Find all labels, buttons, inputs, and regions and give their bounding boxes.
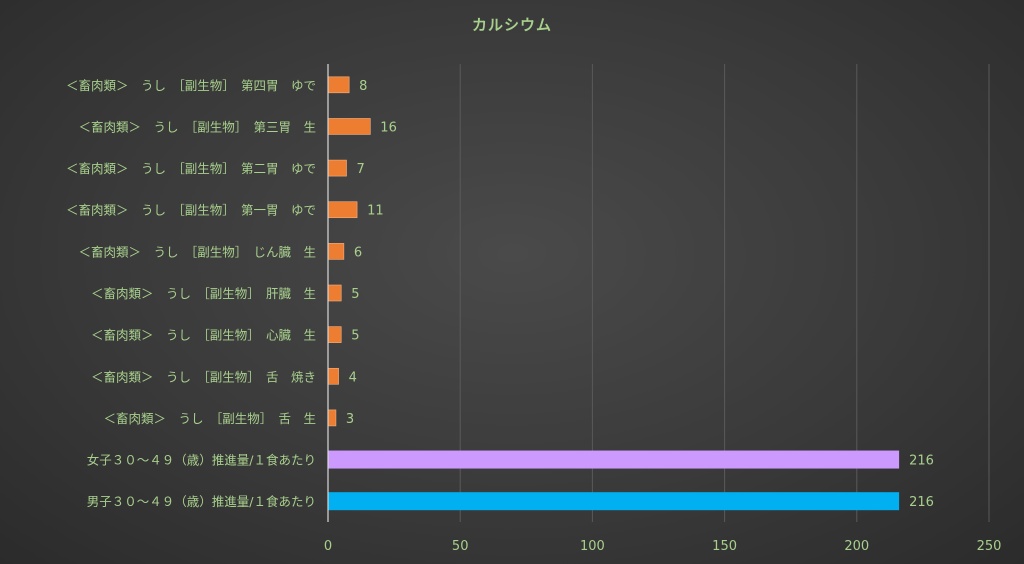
data-label: 6	[354, 245, 362, 260]
data-label: 7	[357, 162, 365, 177]
category-label: ＜畜肉類＞ うし ［副生物］ 心臓 生	[91, 328, 316, 343]
data-label: 5	[351, 329, 359, 344]
x-tick-label: 250	[977, 539, 1002, 554]
bar	[327, 118, 371, 135]
bar	[327, 284, 342, 302]
bar	[327, 409, 337, 427]
category-label: ＜畜肉類＞ うし ［副生物］ 第三胃 生	[78, 119, 316, 134]
data-label: 11	[367, 204, 384, 219]
category-label: ＜畜肉類＞ うし ［副生物］ 第二胃 ゆで	[66, 161, 316, 176]
chart-title: カルシウム	[471, 16, 552, 34]
category-label: ＜畜肉類＞ うし ［副生物］ 第一胃 ゆで	[66, 203, 316, 218]
category-label: 男子３０～４９（歳）推進量/１食あたり	[87, 494, 316, 509]
data-label: 3	[346, 412, 354, 427]
bar	[328, 450, 900, 469]
category-label: 女子３０～４９（歳）推進量/１食あたり	[87, 453, 316, 468]
category-label: ＜畜肉類＞ うし ［副生物］ 肝臓 生	[91, 286, 316, 301]
data-label: 4	[349, 370, 357, 385]
data-label: 216	[909, 454, 934, 469]
category-label: ＜畜肉類＞ うし ［副生物］ 第四胃 ゆで	[66, 78, 316, 93]
category-label: ＜畜肉類＞ うし ［副生物］ じん臓 生	[78, 244, 316, 259]
x-tick-label: 200	[844, 539, 869, 554]
data-label: 5	[351, 287, 359, 302]
bar	[327, 367, 339, 385]
category-label: ＜畜肉類＞ うし ［副生物］ 舌 焼き	[91, 369, 316, 384]
data-label: 16	[380, 120, 397, 135]
bar	[327, 201, 358, 219]
x-tick-label: 0	[324, 539, 332, 554]
bar	[327, 243, 345, 260]
data-label: 216	[909, 495, 934, 510]
x-tick-label: 50	[452, 539, 469, 554]
bar	[328, 492, 900, 511]
bar	[327, 326, 342, 343]
x-tick-label: 150	[712, 539, 737, 554]
bar	[327, 76, 350, 94]
bar	[327, 159, 347, 177]
x-tick-label: 100	[580, 539, 605, 554]
data-label: 8	[359, 79, 367, 94]
category-label: ＜畜肉類＞ うし ［副生物］ 舌 生	[103, 411, 316, 426]
